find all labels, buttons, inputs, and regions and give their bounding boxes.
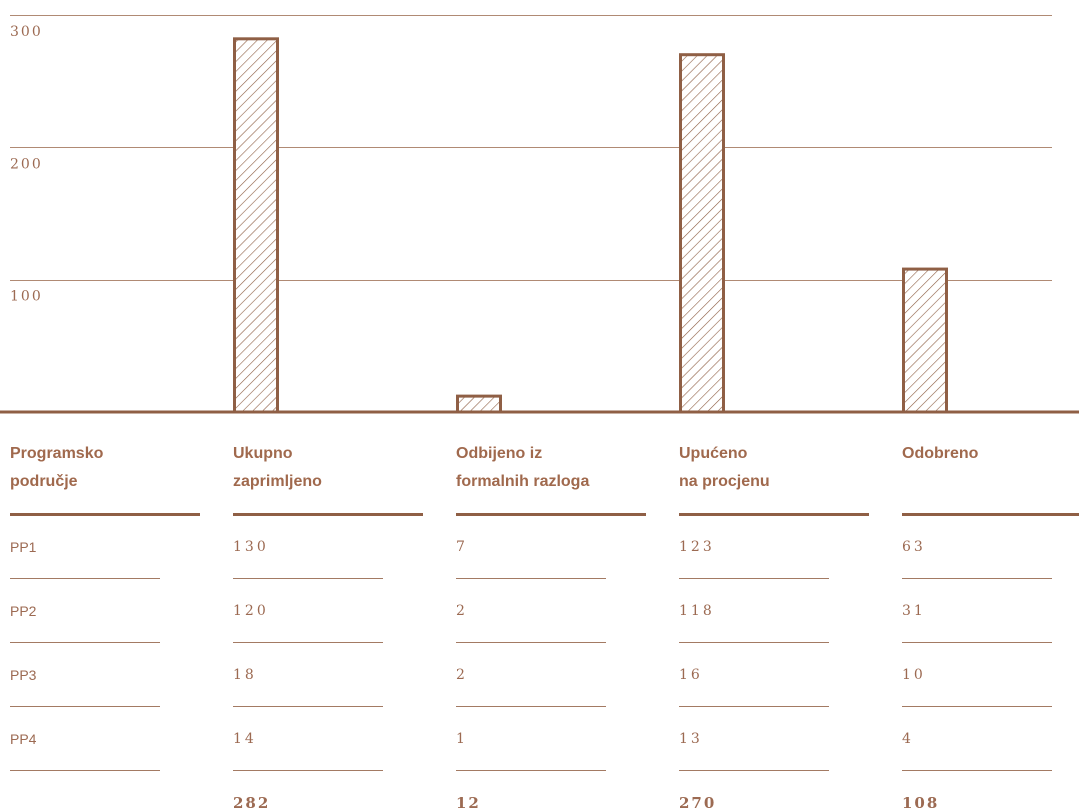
row-divider — [456, 642, 606, 643]
table-cell: 10 — [902, 667, 926, 683]
header-divider — [902, 513, 1079, 516]
header-line2: zaprimljeno — [233, 473, 322, 490]
table-cell: 4 — [902, 731, 914, 747]
header-programsko-podrucje: Programsko područje — [10, 440, 103, 496]
table-cell: 2 — [456, 603, 468, 619]
table-cell: 1 — [456, 731, 468, 747]
header-divider — [456, 513, 646, 516]
total-value: 108 — [902, 794, 940, 812]
row-divider — [679, 706, 829, 707]
row-divider — [902, 578, 1052, 579]
header-divider — [679, 513, 869, 516]
table-cell: PP2 — [10, 603, 37, 619]
header-line2: formalnih razloga — [456, 473, 590, 490]
header-line2: na procjenu — [679, 473, 770, 490]
row-divider — [456, 706, 606, 707]
header-ukupno-zaprimljeno: Ukupno zaprimljeno — [233, 440, 322, 496]
total-value: 282 — [233, 794, 271, 812]
header-line2: područje — [10, 473, 78, 490]
y-tick-label: 300 — [10, 24, 43, 40]
table-cell: 31 — [902, 603, 926, 619]
header-divider — [10, 513, 200, 516]
header-odbijeno: Odbijeno iz formalnih razloga — [456, 440, 589, 496]
table-cell: PP4 — [10, 731, 37, 747]
header-odobreno: Odobreno — [902, 440, 978, 468]
table-cell: 130 — [233, 539, 269, 555]
row-divider — [902, 706, 1052, 707]
row-divider — [233, 642, 383, 643]
header-line1: Odbijeno iz — [456, 445, 543, 462]
table-cell: 2 — [456, 667, 468, 683]
row-divider — [10, 642, 160, 643]
bar-4 — [902, 267, 948, 414]
total-value: 12 — [456, 794, 481, 812]
table-cell: 7 — [456, 539, 468, 555]
bar-3 — [679, 53, 725, 414]
row-divider — [902, 642, 1052, 643]
bar-1 — [233, 37, 279, 414]
header-line1: Programsko — [10, 445, 104, 462]
table-cell: 120 — [233, 603, 269, 619]
y-tick-label: 200 — [10, 156, 43, 172]
table-cell: 63 — [902, 539, 926, 555]
row-divider — [456, 770, 606, 771]
total-value: 270 — [679, 794, 717, 812]
row-divider — [233, 706, 383, 707]
header-line1: Odobreno — [902, 445, 979, 462]
y-tick-label: 100 — [10, 289, 43, 305]
header-line1: Ukupno — [233, 445, 293, 462]
row-divider — [10, 706, 160, 707]
row-divider — [233, 578, 383, 579]
row-divider — [10, 770, 160, 771]
row-divider — [679, 770, 829, 771]
table-cell: 13 — [679, 731, 703, 747]
header-line1: Upućeno — [679, 445, 748, 462]
row-divider — [902, 770, 1052, 771]
row-divider — [10, 578, 160, 579]
table-cell: 123 — [679, 539, 715, 555]
header-upuceno: Upućeno na procjenu — [679, 440, 770, 496]
table-cell: 118 — [679, 603, 715, 619]
row-divider — [679, 642, 829, 643]
bar-2 — [456, 394, 502, 414]
row-divider — [233, 770, 383, 771]
table-cell: 14 — [233, 731, 257, 747]
table-cell: 16 — [679, 667, 703, 683]
table-cell: PP3 — [10, 667, 37, 683]
header-divider — [233, 513, 423, 516]
row-divider — [679, 578, 829, 579]
row-divider — [456, 578, 606, 579]
table-cell: PP1 — [10, 539, 37, 555]
table-cell: 18 — [233, 667, 257, 683]
bar-chart: 100 200 300 — [0, 15, 1079, 414]
